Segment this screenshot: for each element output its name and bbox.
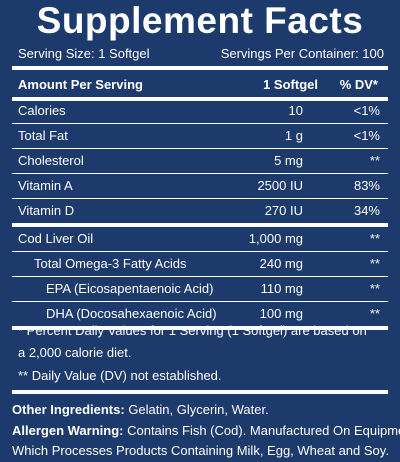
rule [12,276,388,277]
cell: <1% [353,128,380,143]
rule [12,301,388,302]
table-row: Total Fat 1 g <1% [12,124,388,148]
rule [12,148,388,149]
header-cell: Amount Per Serving [18,77,143,92]
rule [12,97,388,101]
footnote: ** Daily Value (DV) not established. [18,368,222,383]
header-cell: % DV* [339,77,378,92]
table-row: EPA (Eicosapentaenoic Acid) 110 mg ** [12,277,388,301]
cell: 5 mg [274,153,303,168]
rule [12,223,388,227]
cell: 1,000 mg [248,231,303,246]
cell: ** [369,231,380,246]
label: Allergen Warning: [12,423,124,438]
cell: ** [369,256,380,271]
cell: 110 mg [260,281,303,296]
table-row: Vitamin A 2500 IU 83% [12,174,388,198]
cell: 100 mg [259,306,303,321]
table-row: Total Omega-3 Fatty Acids 240 mg ** [12,252,388,276]
cell: <1% [353,103,380,118]
rule [12,123,388,124]
cell: 2500 IU [257,178,303,193]
rule [12,326,388,330]
cell: ** [369,306,380,321]
other-ingredients: Other Ingredients: Gelatin, Glycerin, Wa… [12,402,269,417]
serving-size: Serving Size: 1 Softgel [18,46,150,61]
header-cell: 1 Softgel [263,77,318,92]
text: Contains Fish (Cod). Manufactured On Equ… [127,423,400,438]
cell: Total Fat [18,128,68,143]
table-row: Vitamin D 270 IU 34% [12,199,388,223]
rule [12,390,388,394]
cell: 240 mg [259,256,303,271]
table-row: Cod Liver Oil 1,000 mg ** [12,227,388,251]
cell: Cod Liver Oil [18,231,94,246]
cell: 1 g [284,128,303,143]
text: Gelatin, Glycerin, Water. [128,402,269,417]
cell: Vitamin A [18,178,73,193]
table-header: Amount Per Serving 1 Softgel % DV* [12,73,388,97]
cell: Cholesterol [18,153,84,168]
rule [12,173,388,174]
servings-per-container: Servings Per Container: 100 [220,46,384,61]
cell: 10 [288,103,303,118]
table-row: Cholesterol 5 mg ** [12,149,388,173]
cell: Vitamin D [18,203,75,218]
cell: ** [369,153,380,168]
allergen-warning: Which Processes Products Containing Milk… [12,443,389,458]
cell: Calories [18,103,66,118]
rule [12,66,388,70]
cell: 34% [353,203,380,218]
cell: EPA (Eicosapentaenoic Acid) [46,281,214,296]
cell: Total Omega-3 Fatty Acids [34,256,187,271]
title: Supplement Facts [36,0,364,41]
cell: DHA (Docosahexaenoic Acid) [46,306,217,321]
rule [12,198,388,199]
rule [12,251,388,252]
label: Other Ingredients: [12,402,125,417]
table-row: DHA (Docosahexaenoic Acid) 100 mg ** [12,302,388,326]
cell: ** [369,281,380,296]
cell: 270 IU [264,203,303,218]
footnote: a 2,000 calorie diet. [18,345,132,360]
allergen-warning: Allergen Warning: Contains Fish (Cod). M… [12,423,400,438]
cell: 83% [353,178,380,193]
table-row: Calories 10 <1% [12,99,388,123]
